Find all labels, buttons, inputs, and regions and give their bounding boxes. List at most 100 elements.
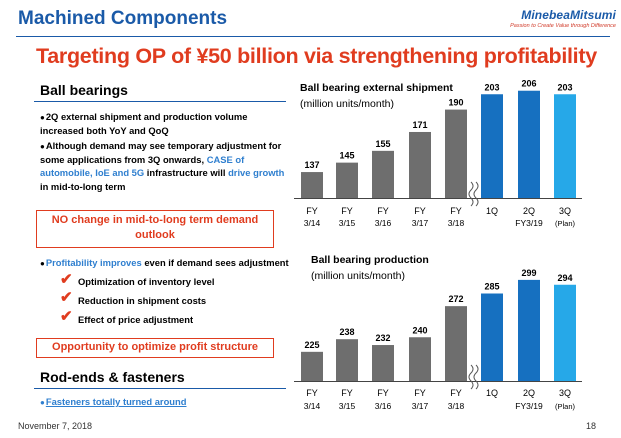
bar [372,150,394,198]
bullet-profitability-text: even if demand sees adjustment [144,257,289,268]
data-label: 155 [375,139,390,149]
axis-break-icon [473,364,479,390]
x-tick-label: FY [306,206,318,216]
check-item-inventory: Optimization of inventory level [78,276,215,287]
x-tick-label: 3/18 [448,218,465,228]
x-tick-label: 3/14 [304,218,321,228]
chart-production: 225 FY 3/14 238 FY 3/15 232 FY 3/16 240 FY 3/17 272 F… [294,268,582,411]
x-tick-label: FY [414,388,426,398]
bar [445,109,467,198]
bullet-dot-icon: ● [40,398,45,407]
data-label: 240 [412,325,427,335]
axis-break-icon [473,181,479,207]
x-tick-label: 3/17 [412,218,429,228]
x-tick-label: 3Q [559,388,571,398]
callout-profit-structure: Opportunity to optimize profit structure [36,338,274,358]
x-tick-label: 2Q [523,206,535,216]
x-tick-label: FY [414,206,426,216]
page-title: Machined Components [18,8,228,29]
bullet-dot-icon: ● [40,259,45,268]
x-tick-label: 1Q [486,388,498,398]
data-label: 285 [484,282,499,292]
chart2-unit-label: (million units/month) [311,270,405,282]
data-label: 232 [375,333,390,343]
x-tick-label: FY [377,388,389,398]
bullet-demand-highlight-1: CASE of automobile, IoE and 5G [40,154,245,179]
x-tick-label: 2Q [523,388,535,398]
x-tick-label: 3/14 [304,401,321,411]
bar [409,337,431,381]
data-label: 203 [484,82,499,92]
bullet-demand-text-e: in mid-to-long term [40,180,126,192]
bullet-demand-highlight-2: drive growth [228,167,285,179]
section-title-ball-bearings: Ball bearings [40,82,128,98]
logo-tagline: Passion to Create Value through Differen… [510,23,616,29]
x-tick-label: FY [450,388,462,398]
x-tick-label: 1Q [486,206,498,216]
section-divider [34,101,286,102]
section-title-rod-ends: Rod-ends & fasteners [40,369,185,385]
bullet-profitability: ●Profitability improves even if demand s… [40,256,310,270]
data-label: 137 [304,160,319,170]
bar [372,345,394,381]
x-tick-label: FY [450,206,462,216]
callout-demand-outlook: NO change in mid-to-long term demand out… [36,210,274,248]
bullet-dot-icon: ● [40,113,45,122]
data-label: 203 [557,82,572,92]
x-tick-label: 3/15 [339,401,356,411]
bar [336,162,358,198]
chart2-title: Ball bearing production [311,254,429,266]
headline: Targeting OP of ¥50 billion via strength… [36,44,597,68]
x-group-label: FY3/19 [515,401,543,411]
data-label: 206 [521,80,536,89]
bar [554,94,576,198]
checkmark-icon: ✔ [60,271,73,288]
chart1-title: Ball bearing external shipment [300,82,453,94]
x-tick-label: FY [306,388,318,398]
data-label: 145 [339,151,354,161]
section-divider [34,388,286,389]
bullet-shipment: ●2Q external shipment and production vol… [40,110,290,137]
page-number: 18 [586,421,597,431]
company-logo: MinebeaMitsumi Passion to Create Value t… [466,8,616,29]
axis-break-icon [468,364,474,390]
data-label: 272 [448,294,463,304]
bullet-dot-icon: ● [40,142,45,151]
bullet-demand-text-c: infrastructure will [146,167,226,179]
x-tick-label: FY [377,206,389,216]
x-tick-label: 3/17 [412,401,429,411]
bar [336,339,358,381]
data-label: 190 [448,98,463,108]
x-tick-label: (Plan) [555,219,576,228]
data-label: 294 [557,273,572,283]
axis-break-icon [468,181,474,207]
x-tick-label: 3/15 [339,218,356,228]
bar [554,284,576,381]
bullet-shipment-text: 2Q external shipment and production volu… [40,111,248,137]
bar [409,131,431,198]
bar [518,90,540,198]
data-label: 299 [521,268,536,278]
bar [301,351,323,381]
bar [481,94,503,198]
bar [518,279,540,381]
header-divider [16,36,610,37]
data-label: 171 [412,120,427,130]
x-tick-label: 3/16 [375,401,392,411]
bullet-demand-text-a: Although demand may see temporary adjust… [40,140,282,166]
logo-brand: MinebeaMitsumi [521,8,616,22]
x-tick-label: 3/18 [448,401,465,411]
data-label: 238 [339,327,354,337]
x-tick-label: FY [341,388,353,398]
x-tick-label: (Plan) [555,402,576,411]
checkmark-icon: ✔ [60,289,73,306]
data-label: 225 [304,340,319,350]
x-tick-label: 3/16 [375,218,392,228]
check-item-price-adjustment: Effect of price adjustment [78,314,194,325]
checkmark-icon: ✔ [60,308,73,325]
bar [481,293,503,381]
bar [445,306,467,381]
bullet-demand: ●Although demand may see temporary adjus… [40,139,294,193]
bullet-fasteners: ●Fasteners totally turned around [40,395,187,409]
check-item-shipment-costs: Reduction in shipment costs [78,295,207,306]
